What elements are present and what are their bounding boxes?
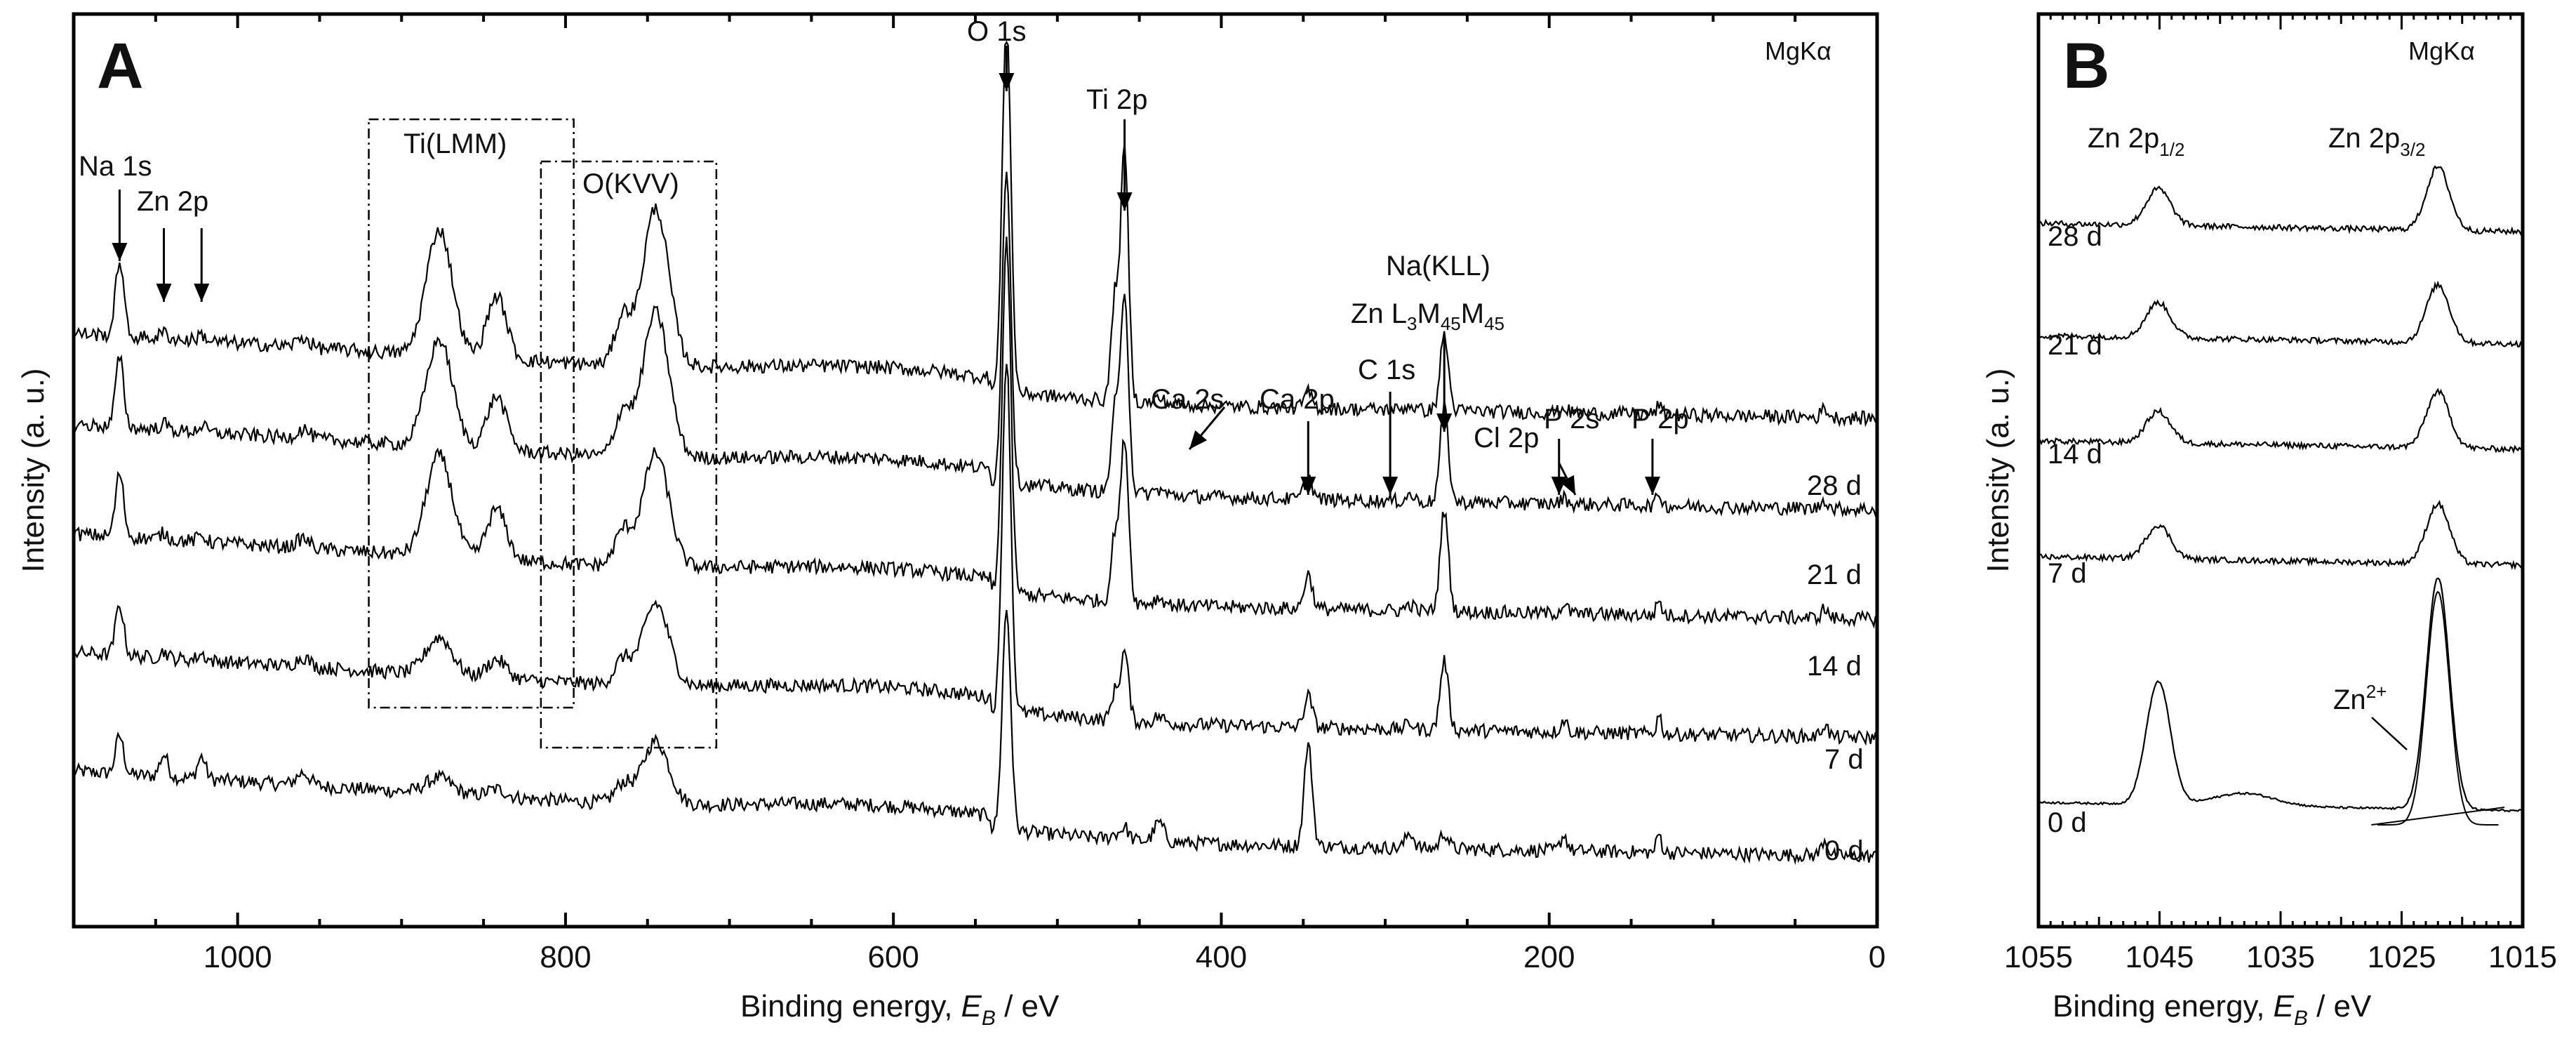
spectrum-line-7d (72, 364, 1878, 746)
label-o-kvv: O(KVV) (582, 168, 679, 199)
panel-b-source-label: MgKα (2408, 37, 2475, 65)
panel-b-series-label-0d: 0 d (2048, 807, 2087, 838)
label-cl2p: Cl 2p (1474, 423, 1539, 453)
label-zn-auger: Zn L3M45M45 (1351, 298, 1504, 334)
panel-b-spectrum-line-28d (2038, 165, 2523, 236)
label-zn2p12: Zn 2p1/2 (2088, 123, 2184, 160)
label-zn2p32: Zn 2p3/2 (2328, 123, 2425, 160)
arrow-cl2p-head (1560, 475, 1575, 495)
arrow-ca2p-head (1300, 477, 1316, 495)
spectrum-line-0d (72, 609, 1878, 866)
arrow-ti2p-head (1116, 192, 1133, 211)
spectrum-line-14d (72, 237, 1878, 629)
panel-b-x-tick-label: 1055 (2004, 940, 2073, 974)
panel-a-x-tick-label: 200 (1523, 940, 1575, 974)
panel-b-spectrum-line-21d (2038, 280, 2523, 347)
label-ca2s: Ca 2s (1151, 384, 1224, 415)
panel-b: 1055 1045 1035 1025 1015 B MgKα Zn 2p1/2 Zn … (1981, 12, 2557, 1030)
panel-b-x-tick-label: 1015 (2488, 940, 2557, 974)
panel-b-spectrum-line-7d (2038, 500, 2523, 571)
arrow-ca2s-head (1189, 430, 1208, 449)
label-p2s: P 2s (1544, 404, 1599, 435)
fit-background-line (2371, 807, 2505, 826)
panel-a-x-axis-label: Binding energy, EB / eV (740, 989, 1060, 1030)
series-label-14d: 14 d (1807, 651, 1862, 682)
panel-b-y-axis-label: Intensity (a. u.) (1981, 368, 2015, 572)
arrow-zn2p32-head (194, 284, 210, 302)
label-ti2p: Ti 2p (1086, 84, 1147, 115)
panel-b-series-label-21d: 21 d (2048, 330, 2102, 361)
spectrum-line-28d (72, 40, 1878, 428)
panel-b-spectra (2038, 165, 2523, 826)
series-label-21d: 21 d (1807, 559, 1862, 590)
label-c1s: C 1s (1358, 355, 1415, 385)
series-label-7d: 7 d (1824, 744, 1864, 775)
panel-b-x-axis-label: Binding energy, EB / eV (2053, 989, 2372, 1030)
zn2plus-pointer (2371, 717, 2408, 750)
label-zn2plus: Zn2+ (2333, 681, 2387, 715)
label-zn2p: Zn 2p (137, 186, 208, 217)
panel-b-series-label-7d: 7 d (2048, 558, 2087, 589)
panel-a: 1000 800 600 400 200 0 A MgKα O 1s Ti 2p Na 1… (16, 12, 1886, 1030)
box-ti-lmm (368, 118, 575, 709)
panel-b-series-label-14d: 14 d (2048, 439, 2102, 470)
series-label-28d: 28 d (1807, 470, 1862, 501)
label-ti-lmm: Ti(LMM) (403, 128, 507, 159)
panel-a-x-tick-label: 600 (867, 940, 919, 974)
arrow-o1s-head (999, 73, 1015, 91)
label-o1s: O 1s (967, 16, 1026, 47)
panel-a-letter: A (97, 30, 143, 102)
panel-b-letter: B (2063, 30, 2109, 102)
panel-b-ticks: 1055 1045 1035 1025 1015 (2004, 14, 2557, 974)
panel-a-x-tick-label: 0 (1869, 940, 1886, 974)
series-label-0d: 0 d (1824, 835, 1864, 866)
panel-a-x-tick-label: 1000 (203, 940, 272, 974)
panel-a-spectra (72, 40, 1878, 866)
label-na-kll: Na(KLL) (1386, 251, 1490, 282)
panel-b-series-label-28d: 28 d (2048, 221, 2102, 252)
label-ca2p: Ca 2p (1260, 384, 1335, 415)
panel-a-boxes (368, 118, 718, 749)
zn2plus-fit-component (2377, 590, 2499, 826)
panel-a-arrows (112, 46, 1660, 496)
arrow-p2s-head (1551, 477, 1567, 495)
panel-b-x-tick-label: 1035 (2246, 940, 2315, 974)
panel-a-source-label: MgKα (1765, 37, 1831, 65)
panel-b-spectrum-line-0d (2038, 577, 2523, 813)
arrow-zn2p12-head (156, 284, 172, 302)
label-na1s: Na 1s (79, 151, 152, 182)
arrow-na-kll-head (1436, 413, 1453, 432)
panel-a-x-tick-label: 800 (540, 940, 591, 974)
panel-a-y-axis-label: Intensity (a. u.) (16, 368, 51, 572)
panel-a-ticks: 1000 800 600 400 200 0 (72, 14, 1886, 974)
arrow-p2p-head (1644, 477, 1660, 495)
spectrum-line-21d (72, 171, 1878, 519)
box-o-kvv (540, 160, 718, 749)
panel-a-x-tick-label: 400 (1196, 940, 1247, 974)
label-p2p: P 2p (1631, 404, 1689, 435)
arrow-na1s-head (112, 243, 128, 261)
panel-b-x-tick-label: 1045 (2125, 940, 2194, 974)
panel-b-spectrum-line-14d (2038, 388, 2523, 454)
arrow-c1s-head (1382, 477, 1399, 495)
panel-b-x-tick-label: 1025 (2368, 940, 2436, 974)
